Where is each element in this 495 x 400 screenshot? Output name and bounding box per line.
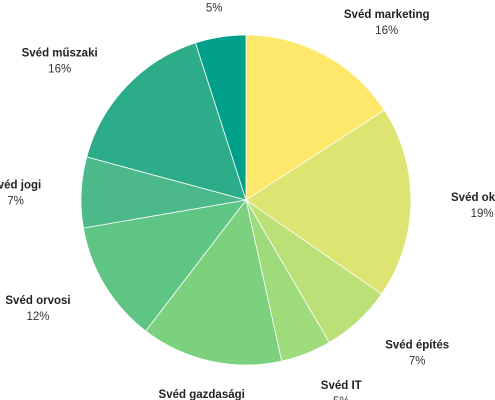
slice-value-sved-orvosi: 12% [26,311,49,323]
slice-sved-okirat[interactable] [245,109,412,295]
slice-label-sved-jogi: Svéd jogi [0,179,41,191]
slice-value-egyeb: 5% [206,3,223,15]
slice-label-sved-epites: Svéd építés [385,340,449,352]
slice-egyeb[interactable] [194,34,247,201]
slice-label-sved-marketing: Svéd marketing [344,9,430,21]
slice-sved-marketing[interactable] [245,34,385,201]
slice-label-sved-orvosi: Svéd orvosi [5,295,70,307]
pie-slices [80,34,412,366]
slice-sved-muszaki[interactable] [86,42,247,201]
slice-value-sved-okirat: 19% [471,208,494,220]
slice-sved-gazdasagi[interactable] [145,199,283,366]
slice-label-sved-okirat: Svéd okirat [451,192,495,204]
slice-label-sved-muszaki: Svéd műszaki [22,48,98,60]
slice-value-sved-muszaki: 16% [48,64,71,76]
slice-value-sved-epites: 7% [409,356,426,368]
slice-label-sved-it: Svéd IT [321,380,362,392]
slice-label-sved-gazdasagi: Svéd gazdasági [159,389,245,400]
slice-value-sved-it: 5% [333,396,350,400]
slice-value-sved-jogi: 7% [7,195,24,207]
slice-sved-orvosi[interactable] [82,199,247,332]
slice-value-sved-marketing: 16% [375,25,398,37]
